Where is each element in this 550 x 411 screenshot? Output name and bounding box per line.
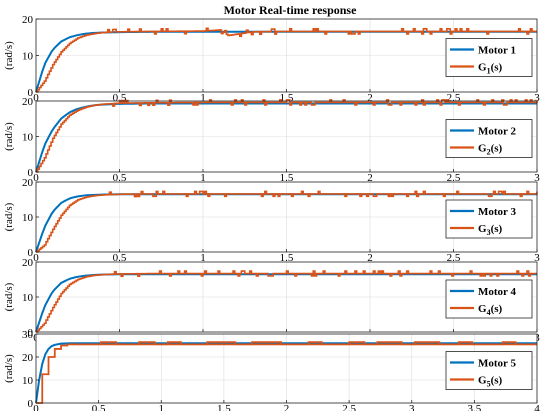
y-tick-label: 30 — [22, 329, 34, 341]
y-tick-label: 20 — [22, 14, 34, 26]
legend-entry: G2(s) — [478, 143, 503, 157]
y-axis-label: (rad/s) — [3, 122, 15, 151]
series-line-model — [36, 343, 537, 404]
y-tick-label: 0 — [28, 87, 34, 99]
legend-entry: Motor 5 — [478, 358, 516, 370]
x-tick-label: 2.5 — [447, 252, 461, 264]
y-axis-label: (rad/s) — [3, 41, 15, 70]
legend-box — [445, 351, 533, 390]
y-tick-label: 10 — [22, 51, 34, 63]
x-tick-label: 2 — [367, 252, 373, 264]
y-tick-label: 0 — [28, 398, 34, 410]
legend-entry: Motor 4 — [478, 286, 516, 298]
x-tick-label: 0 — [33, 403, 39, 411]
x-tick-label: 2 — [367, 92, 373, 104]
y-tick-label: 20 — [22, 352, 34, 364]
x-tick-label: 3 — [534, 172, 540, 184]
legend-entry: Motor 3 — [478, 206, 516, 218]
y-tick-label: 0 — [28, 327, 34, 339]
y-tick-label: 10 — [22, 132, 34, 144]
x-tick-label: 0.5 — [113, 252, 127, 264]
legend-box — [445, 38, 533, 77]
x-tick-label: 1 — [200, 92, 206, 104]
x-tick-label: 2 — [367, 172, 373, 184]
series-line-model — [36, 270, 537, 333]
x-tick-label: 3 — [534, 92, 540, 104]
series-line-model-ripple — [73, 341, 537, 346]
x-tick-label: 1.5 — [280, 252, 294, 264]
x-tick-label: 4 — [534, 403, 540, 411]
x-tick-label: 1.5 — [217, 403, 231, 411]
legend-entry: G4(s) — [478, 303, 503, 317]
x-tick-label: 0 — [33, 92, 39, 104]
x-tick-label: 2 — [284, 403, 290, 411]
legend-box — [445, 199, 533, 239]
series-line-model — [36, 27, 537, 93]
y-tick-label: 0 — [28, 247, 34, 259]
subplot-5: 0 0.5 1 1.5 2 2.5 3 3.5 4 0 10 20 30 (rad/s) Motor 5 G5… — [3, 329, 540, 411]
x-tick-label: 2.5 — [342, 403, 356, 411]
y-tick-label: 10 — [22, 212, 34, 224]
x-tick-label: 3.5 — [468, 403, 482, 411]
legend-entry: G1(s) — [478, 62, 503, 76]
series-line-model — [36, 99, 538, 173]
x-tick-label: 0.5 — [92, 403, 106, 411]
x-tick-label: 3 — [409, 403, 415, 411]
y-tick-label: 20 — [22, 96, 34, 108]
legend-box — [445, 119, 533, 158]
x-tick-label: 0 — [33, 252, 39, 264]
y-tick-label: 20 — [22, 257, 34, 269]
y-axis-label: (rad/s) — [3, 354, 15, 383]
y-tick-label: 10 — [22, 375, 34, 387]
x-tick-label: 0 — [33, 172, 39, 184]
legend-entry: G3(s) — [478, 223, 503, 237]
legend-box — [445, 279, 533, 319]
x-tick-label: 0.5 — [113, 172, 127, 184]
legend-entry: Motor 1 — [478, 45, 516, 57]
subplot-3: 0 0.5 1 1.5 2 2.5 3 0 10 20 (rad/s) Motor 3 G3(s) — [3, 177, 540, 264]
y-tick-label: 20 — [22, 177, 34, 189]
series-line-motor — [35, 342, 537, 404]
legend-entry: G5(s) — [478, 375, 503, 389]
legend-entry: Motor 2 — [478, 126, 516, 138]
x-tick-label: 3 — [534, 252, 540, 264]
subplot-2: 0 0.5 1 1.5 2 2.5 3 0 10 20 (rad/s) Motor 2 G2(s) — [3, 96, 540, 184]
y-tick-label: 0 — [28, 167, 34, 179]
chart-title: Motor Real-time response — [224, 3, 358, 17]
y-tick-label: 10 — [22, 292, 34, 304]
x-tick-label: 1 — [200, 172, 206, 184]
y-axis-label: (rad/s) — [3, 282, 15, 311]
y-axis-label: (rad/s) — [3, 202, 15, 231]
x-tick-label: 1 — [200, 252, 206, 264]
x-tick-label: 1 — [159, 403, 165, 411]
x-tick-label: 2.5 — [447, 172, 461, 184]
x-tick-label: 1.5 — [280, 172, 294, 184]
series-line-model — [36, 190, 538, 253]
